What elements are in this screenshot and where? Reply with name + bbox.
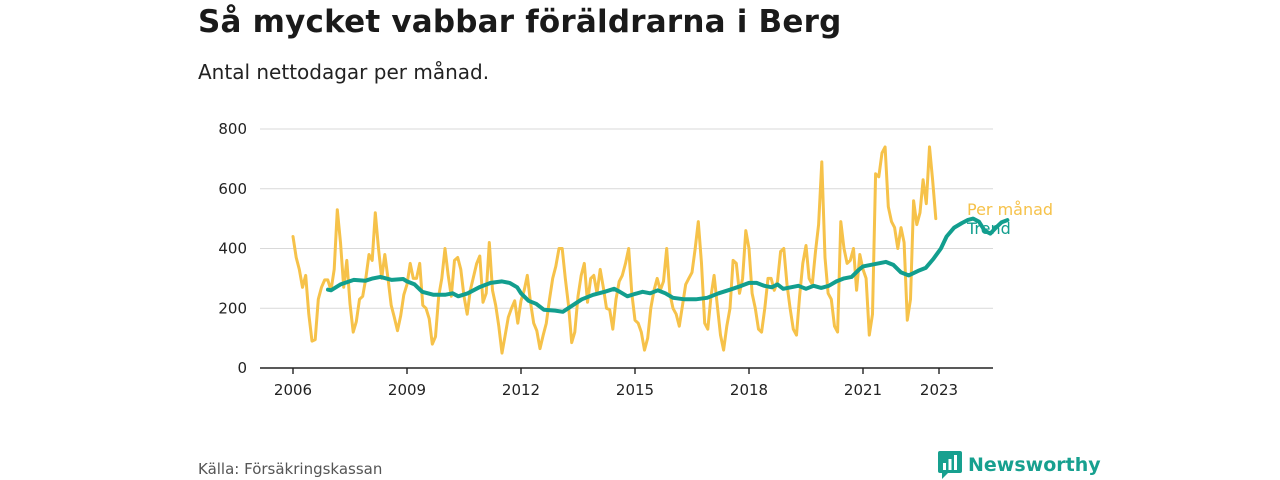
x-tick-label: 2012 [502,381,540,399]
legend-label-trend: Trend [966,219,1011,238]
x-tick-label: 2015 [616,381,654,399]
series-line-trend [326,216,1010,314]
chart-subtitle: Antal nettodagar per månad. [198,60,490,84]
legend-label-per-manad: Per månad [967,200,1053,219]
x-tick-label: 2023 [920,381,958,399]
chart-title: Så mycket vabbar föräldrarna i Berg [198,4,842,40]
x-tick-label: 2018 [730,381,768,399]
y-tick-label: 0 [237,359,247,377]
series-lines [291,145,1010,355]
y-axis-ticks: 0 200 400 600 800 [218,120,247,377]
source-note: Källa: Försäkringskassan [198,460,383,478]
y-tick-label: 200 [218,299,247,317]
x-tick-label: 2006 [274,381,312,399]
newsworthy-logo-icon [938,451,962,479]
x-axis: 2006 2009 2012 2015 2018 2021 2023 [260,367,993,399]
y-tick-label: 400 [218,240,247,258]
brand-name: Newsworthy [968,454,1101,476]
y-tick-label: 800 [218,120,247,138]
grid-lines [260,128,993,309]
brand-logo[interactable]: Newsworthy [938,451,1101,479]
x-tick-label: 2009 [388,381,426,399]
series-line-per-manad [291,145,938,355]
x-tick-label: 2021 [844,381,882,399]
y-tick-label: 600 [218,180,247,198]
